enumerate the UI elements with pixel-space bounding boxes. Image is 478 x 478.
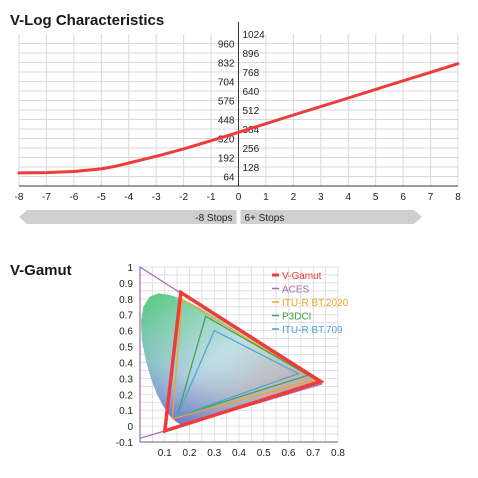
- gamut-triangle-itu-r-bt-2020: [171, 298, 317, 420]
- vlog-right-tick-label: 384: [243, 125, 260, 136]
- gamut-x-tick-label: 0.1: [158, 448, 172, 459]
- gamut-y-tick-label: 0.1: [119, 406, 133, 417]
- gamut-x-tick-label: 0.6: [282, 448, 296, 459]
- vlog-left-tick-label: 448: [218, 116, 235, 127]
- vlog-x-tick-label: 8: [455, 192, 461, 203]
- stops-right-bar: [240, 210, 422, 224]
- vlog-chart-title: V-Log Characteristics: [10, 12, 165, 29]
- vlog-right-tick-label: 768: [243, 68, 260, 79]
- gamut-y-tick-label: 0.9: [119, 279, 133, 290]
- stops-left-bar: [19, 210, 237, 224]
- vlog-x-tick-label: 3: [318, 192, 324, 203]
- gamut-triangle-v-gamut: [162, 289, 325, 434]
- vlog-chart: 9608327045764483201926410248967686405123…: [15, 22, 461, 224]
- vlog-x-tick-label: 5: [373, 192, 379, 203]
- vlog-left-tick-label: 192: [218, 154, 235, 165]
- vlog-left-tick-label: 64: [223, 173, 235, 184]
- gamut-y-tick-label: -0.1: [116, 438, 134, 449]
- gamut-y-tick-label: 0.7: [119, 311, 133, 322]
- vlog-right-tick-label: 1024: [243, 30, 266, 41]
- gamut-x-tick-label: 0.2: [183, 448, 197, 459]
- legend-entry: ITU-R BT.709: [282, 325, 343, 336]
- vlog-right-tick-label: 896: [243, 49, 260, 60]
- vlog-left-tick-label: 704: [218, 78, 235, 89]
- vlog-right-tick-label: 640: [243, 87, 260, 98]
- gamut-y-tick-label: 0.2: [119, 390, 133, 401]
- stops-left-label: -8 Stops: [195, 213, 232, 224]
- gamut-y-tick-label: 0.3: [119, 374, 133, 385]
- vlog-x-tick-label: -5: [97, 192, 106, 203]
- legend-entry: ITU-R BT.2020: [282, 298, 349, 309]
- gamut-y-tick-label: 0.8: [119, 295, 133, 306]
- vlog-x-tick-label: -1: [207, 192, 216, 203]
- vlog-right-tick-label: 128: [243, 163, 260, 174]
- vlog-x-tick-label: -7: [42, 192, 51, 203]
- vlog-left-tick-label: 320: [218, 135, 235, 146]
- vlog-curve: [17, 62, 460, 175]
- gamut-triangle-itu-r-bt-709: [176, 329, 300, 418]
- vlog-left-tick-label: 832: [218, 59, 235, 70]
- gamut-y-tick-label: 0.6: [119, 327, 133, 338]
- vlog-x-tick-label: -2: [179, 192, 188, 203]
- gamut-y-tick-label: 0.4: [119, 358, 133, 369]
- vlog-x-tick-label: 1: [263, 192, 269, 203]
- vlog-x-tick-label: 4: [345, 192, 351, 203]
- gamut-y-tick-label: 0.5: [119, 343, 133, 354]
- gamut-x-tick-label: 0.4: [232, 448, 246, 459]
- vlog-x-tick-label: -6: [69, 192, 78, 203]
- vlog-right-tick-label: 512: [243, 106, 260, 117]
- gamut-x-tick-label: 0.7: [306, 448, 320, 459]
- gamut-y-tick-label: 1: [127, 263, 133, 274]
- vlog-left-tick-label: 576: [218, 97, 235, 108]
- vgamut-chart-title: V-Gamut: [10, 262, 72, 279]
- spectral-locus-blue: [141, 293, 322, 426]
- vlog-x-tick-label: -3: [152, 192, 161, 203]
- gamut-x-tick-label: 0.5: [257, 448, 271, 459]
- vlog-x-tick-label: 6: [400, 192, 406, 203]
- gamut-x-tick-label: 0.8: [331, 448, 345, 459]
- legend-entry: V-Gamut: [282, 271, 322, 282]
- legend-entry: P3DCI: [282, 312, 311, 323]
- legend-entry: ACES: [282, 285, 310, 296]
- gamut-triangle-p3dci: [176, 315, 310, 418]
- vlog-x-tick-label: 2: [291, 192, 297, 203]
- gamut-x-tick-label: 0.3: [207, 448, 221, 459]
- gamut-y-tick-label: 0: [127, 422, 133, 433]
- vgamut-chart: 1 0.9 0.8 0.7 0.6 0.5 0.4 0.3 0.2 0.1 0 -0.1 0.1 0.2 0…: [116, 263, 349, 459]
- vlog-left-tick-label: 960: [218, 40, 235, 51]
- vlog-right-tick-label: 256: [243, 144, 260, 155]
- stops-right-label: 6+ Stops: [245, 213, 285, 224]
- vlog-x-tick-label: 7: [428, 192, 434, 203]
- vlog-x-tick-label: -8: [15, 192, 24, 203]
- vlog-x-tick-label: 0: [236, 192, 242, 203]
- vlog-x-tick-label: -4: [124, 192, 133, 203]
